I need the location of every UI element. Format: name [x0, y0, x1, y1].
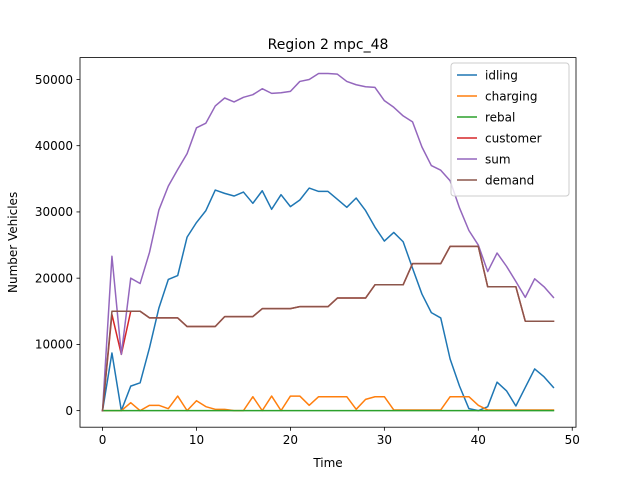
y-tick-label: 30000 [35, 205, 73, 219]
series-layer [101, 72, 555, 412]
legend-label-sum: sum [485, 152, 511, 166]
x-tick-label: 20 [283, 433, 298, 447]
x-tick-label: 50 [565, 433, 580, 447]
legend-label-customer: customer [485, 131, 542, 145]
y-tick-label: 40000 [35, 139, 73, 153]
legend: idling charging rebal customer sum demand [450, 62, 570, 197]
y-tick-label: 50000 [35, 73, 73, 87]
x-axis-label: Time [312, 456, 342, 470]
legend-label-demand: demand [485, 173, 534, 187]
series-line-sum [101, 72, 555, 412]
y-tick-label: 0 [65, 404, 73, 418]
x-tick-label: 10 [189, 433, 204, 447]
y-tick-label: 10000 [35, 338, 73, 352]
chart-title: Region 2 mpc_48 [268, 37, 389, 53]
y-tick-label: 20000 [35, 271, 73, 285]
plot-frame [79, 57, 577, 428]
legend-label-idling: idling [485, 68, 518, 82]
legend-label-rebal: rebal [485, 110, 515, 124]
legend-items: idling charging rebal customer sum demand [457, 68, 542, 187]
x-axis-ticks: 0 10 20 30 40 50 [99, 427, 580, 447]
series-line-charging [101, 395, 555, 412]
x-tick-label: 30 [377, 433, 392, 447]
x-tick-label: 0 [99, 433, 107, 447]
legend-box [450, 62, 570, 197]
y-axis-ticks: 0 10000 20000 30000 40000 50000 [35, 73, 80, 418]
y-axis-label: Number Vehicles [6, 192, 20, 293]
series-line-demand [101, 245, 555, 412]
legend-label-charging: charging [485, 89, 537, 103]
x-tick-label: 40 [471, 433, 486, 447]
